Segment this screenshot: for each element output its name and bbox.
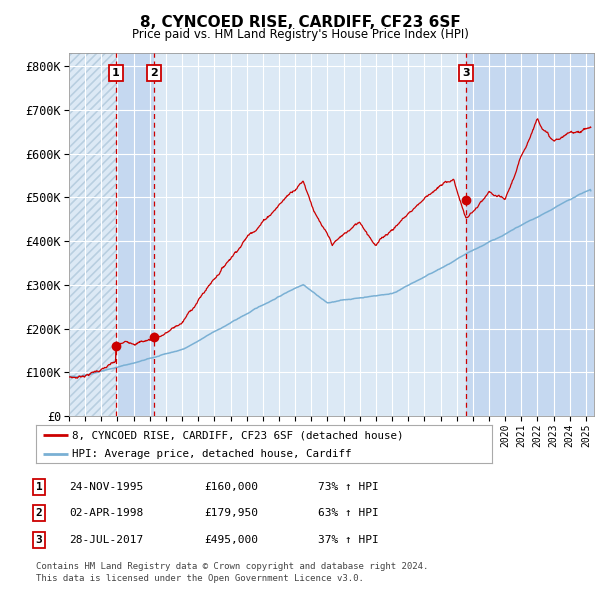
Text: 63% ↑ HPI: 63% ↑ HPI xyxy=(318,509,379,518)
Text: 8, CYNCOED RISE, CARDIFF, CF23 6SF: 8, CYNCOED RISE, CARDIFF, CF23 6SF xyxy=(140,15,460,30)
Text: 02-APR-1998: 02-APR-1998 xyxy=(69,509,143,518)
Text: 2: 2 xyxy=(150,68,158,78)
Text: 8, CYNCOED RISE, CARDIFF, CF23 6SF (detached house): 8, CYNCOED RISE, CARDIFF, CF23 6SF (deta… xyxy=(73,430,404,440)
Text: 1: 1 xyxy=(35,482,43,491)
Bar xyxy=(116,53,154,416)
Bar xyxy=(69,53,116,416)
Text: HPI: Average price, detached house, Cardiff: HPI: Average price, detached house, Card… xyxy=(73,448,352,458)
Text: £495,000: £495,000 xyxy=(204,535,258,545)
Text: 73% ↑ HPI: 73% ↑ HPI xyxy=(318,482,379,491)
Text: £179,950: £179,950 xyxy=(204,509,258,518)
Text: 2: 2 xyxy=(35,509,43,518)
Text: 37% ↑ HPI: 37% ↑ HPI xyxy=(318,535,379,545)
Text: Contains HM Land Registry data © Crown copyright and database right 2024.
This d: Contains HM Land Registry data © Crown c… xyxy=(36,562,428,583)
Text: Price paid vs. HM Land Registry's House Price Index (HPI): Price paid vs. HM Land Registry's House … xyxy=(131,28,469,41)
Bar xyxy=(154,53,466,416)
Bar xyxy=(466,53,594,416)
Text: 3: 3 xyxy=(35,535,43,545)
Text: £160,000: £160,000 xyxy=(204,482,258,491)
Text: 1: 1 xyxy=(112,68,120,78)
Text: 28-JUL-2017: 28-JUL-2017 xyxy=(69,535,143,545)
Text: 3: 3 xyxy=(462,68,470,78)
Text: 24-NOV-1995: 24-NOV-1995 xyxy=(69,482,143,491)
